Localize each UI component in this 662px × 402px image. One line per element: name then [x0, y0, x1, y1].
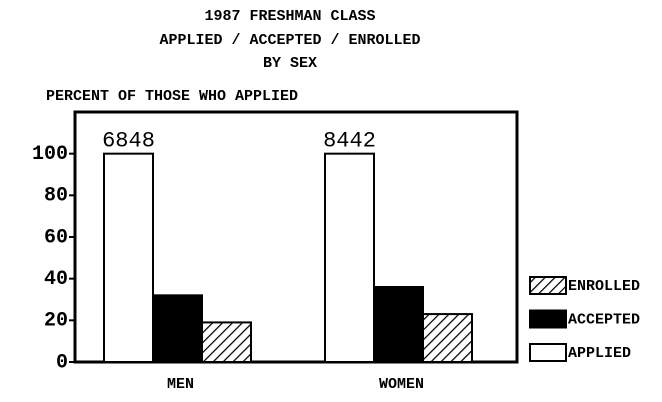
- y-tick-label: 100: [32, 143, 68, 166]
- bar-annotation: 8442: [323, 128, 376, 153]
- legend-swatch: [529, 309, 567, 329]
- legend-swatch: [529, 276, 567, 295]
- chart-title: BY SEX: [263, 55, 317, 72]
- bar: [103, 152, 154, 363]
- y-tick-label: 20: [44, 310, 68, 333]
- y-tick-label: 0: [56, 351, 68, 374]
- y-axis-label: PERCENT OF THOSE WHO APPLIED: [46, 88, 298, 105]
- y-tick-label: 80: [44, 185, 68, 208]
- legend-label: ENROLLED: [568, 278, 640, 295]
- bar: [373, 286, 424, 363]
- x-tick-label: MEN: [167, 376, 194, 393]
- bar: [422, 313, 473, 364]
- bar: [201, 321, 252, 363]
- chart-title: APPLIED / ACCEPTED / ENROLLED: [159, 32, 420, 49]
- chart-title: 1987 FRESHMAN CLASS: [204, 8, 375, 25]
- bar: [152, 294, 203, 364]
- legend-label: ACCEPTED: [568, 311, 640, 328]
- legend-swatch: [529, 343, 567, 362]
- y-tick-label: 60: [44, 226, 68, 249]
- bar: [324, 152, 375, 363]
- x-tick-label: WOMEN: [379, 376, 424, 393]
- y-tick-label: 40: [44, 268, 68, 291]
- legend-label: APPLIED: [568, 345, 631, 362]
- bar-annotation: 6848: [102, 128, 155, 153]
